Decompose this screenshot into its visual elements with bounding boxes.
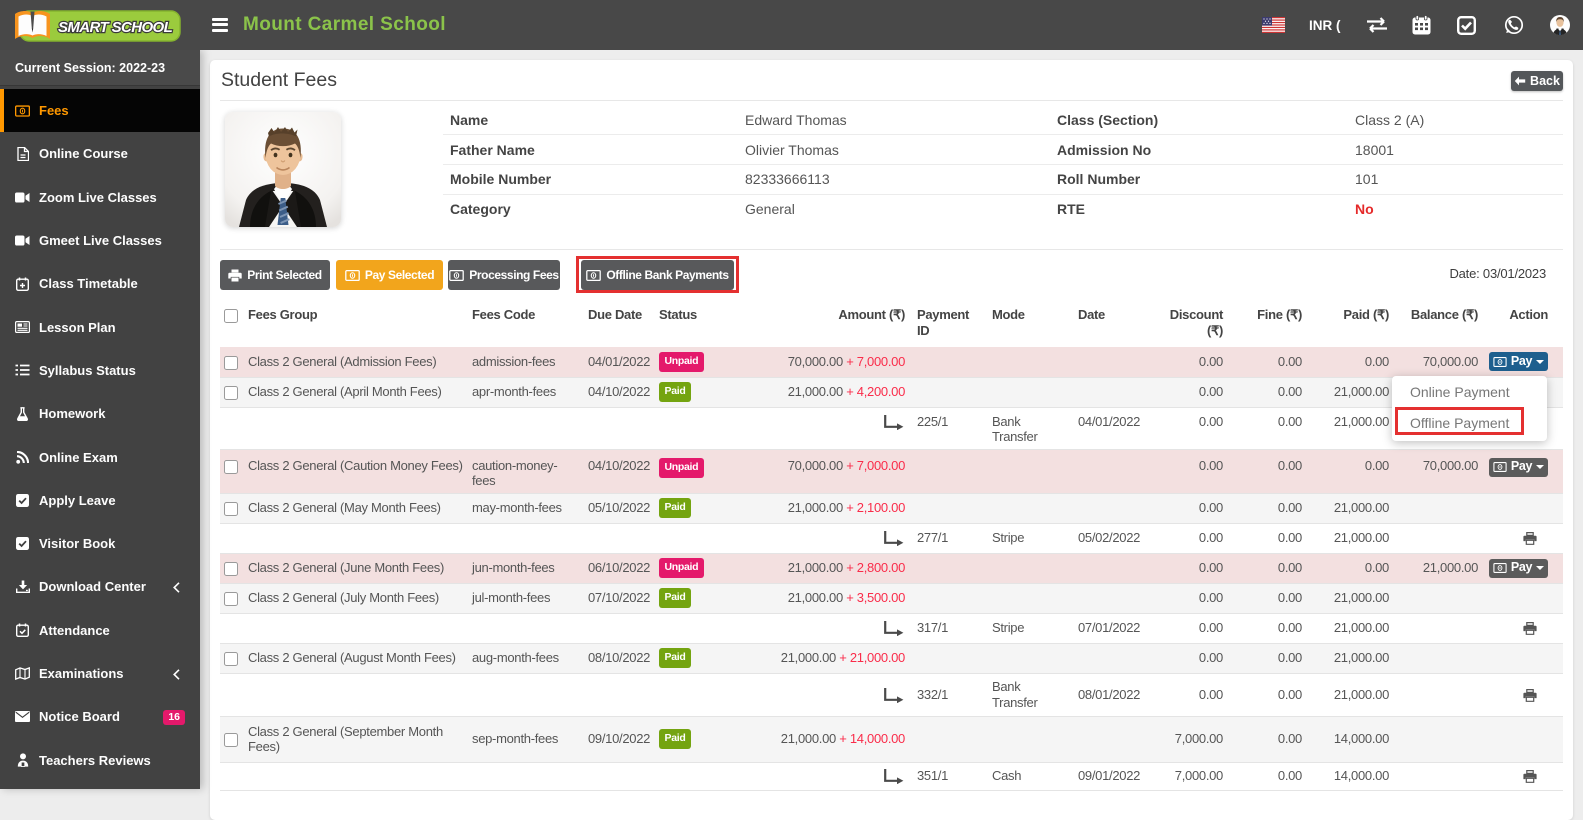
svg-text:SMART SCHOOL: SMART SCHOOL xyxy=(58,19,173,36)
